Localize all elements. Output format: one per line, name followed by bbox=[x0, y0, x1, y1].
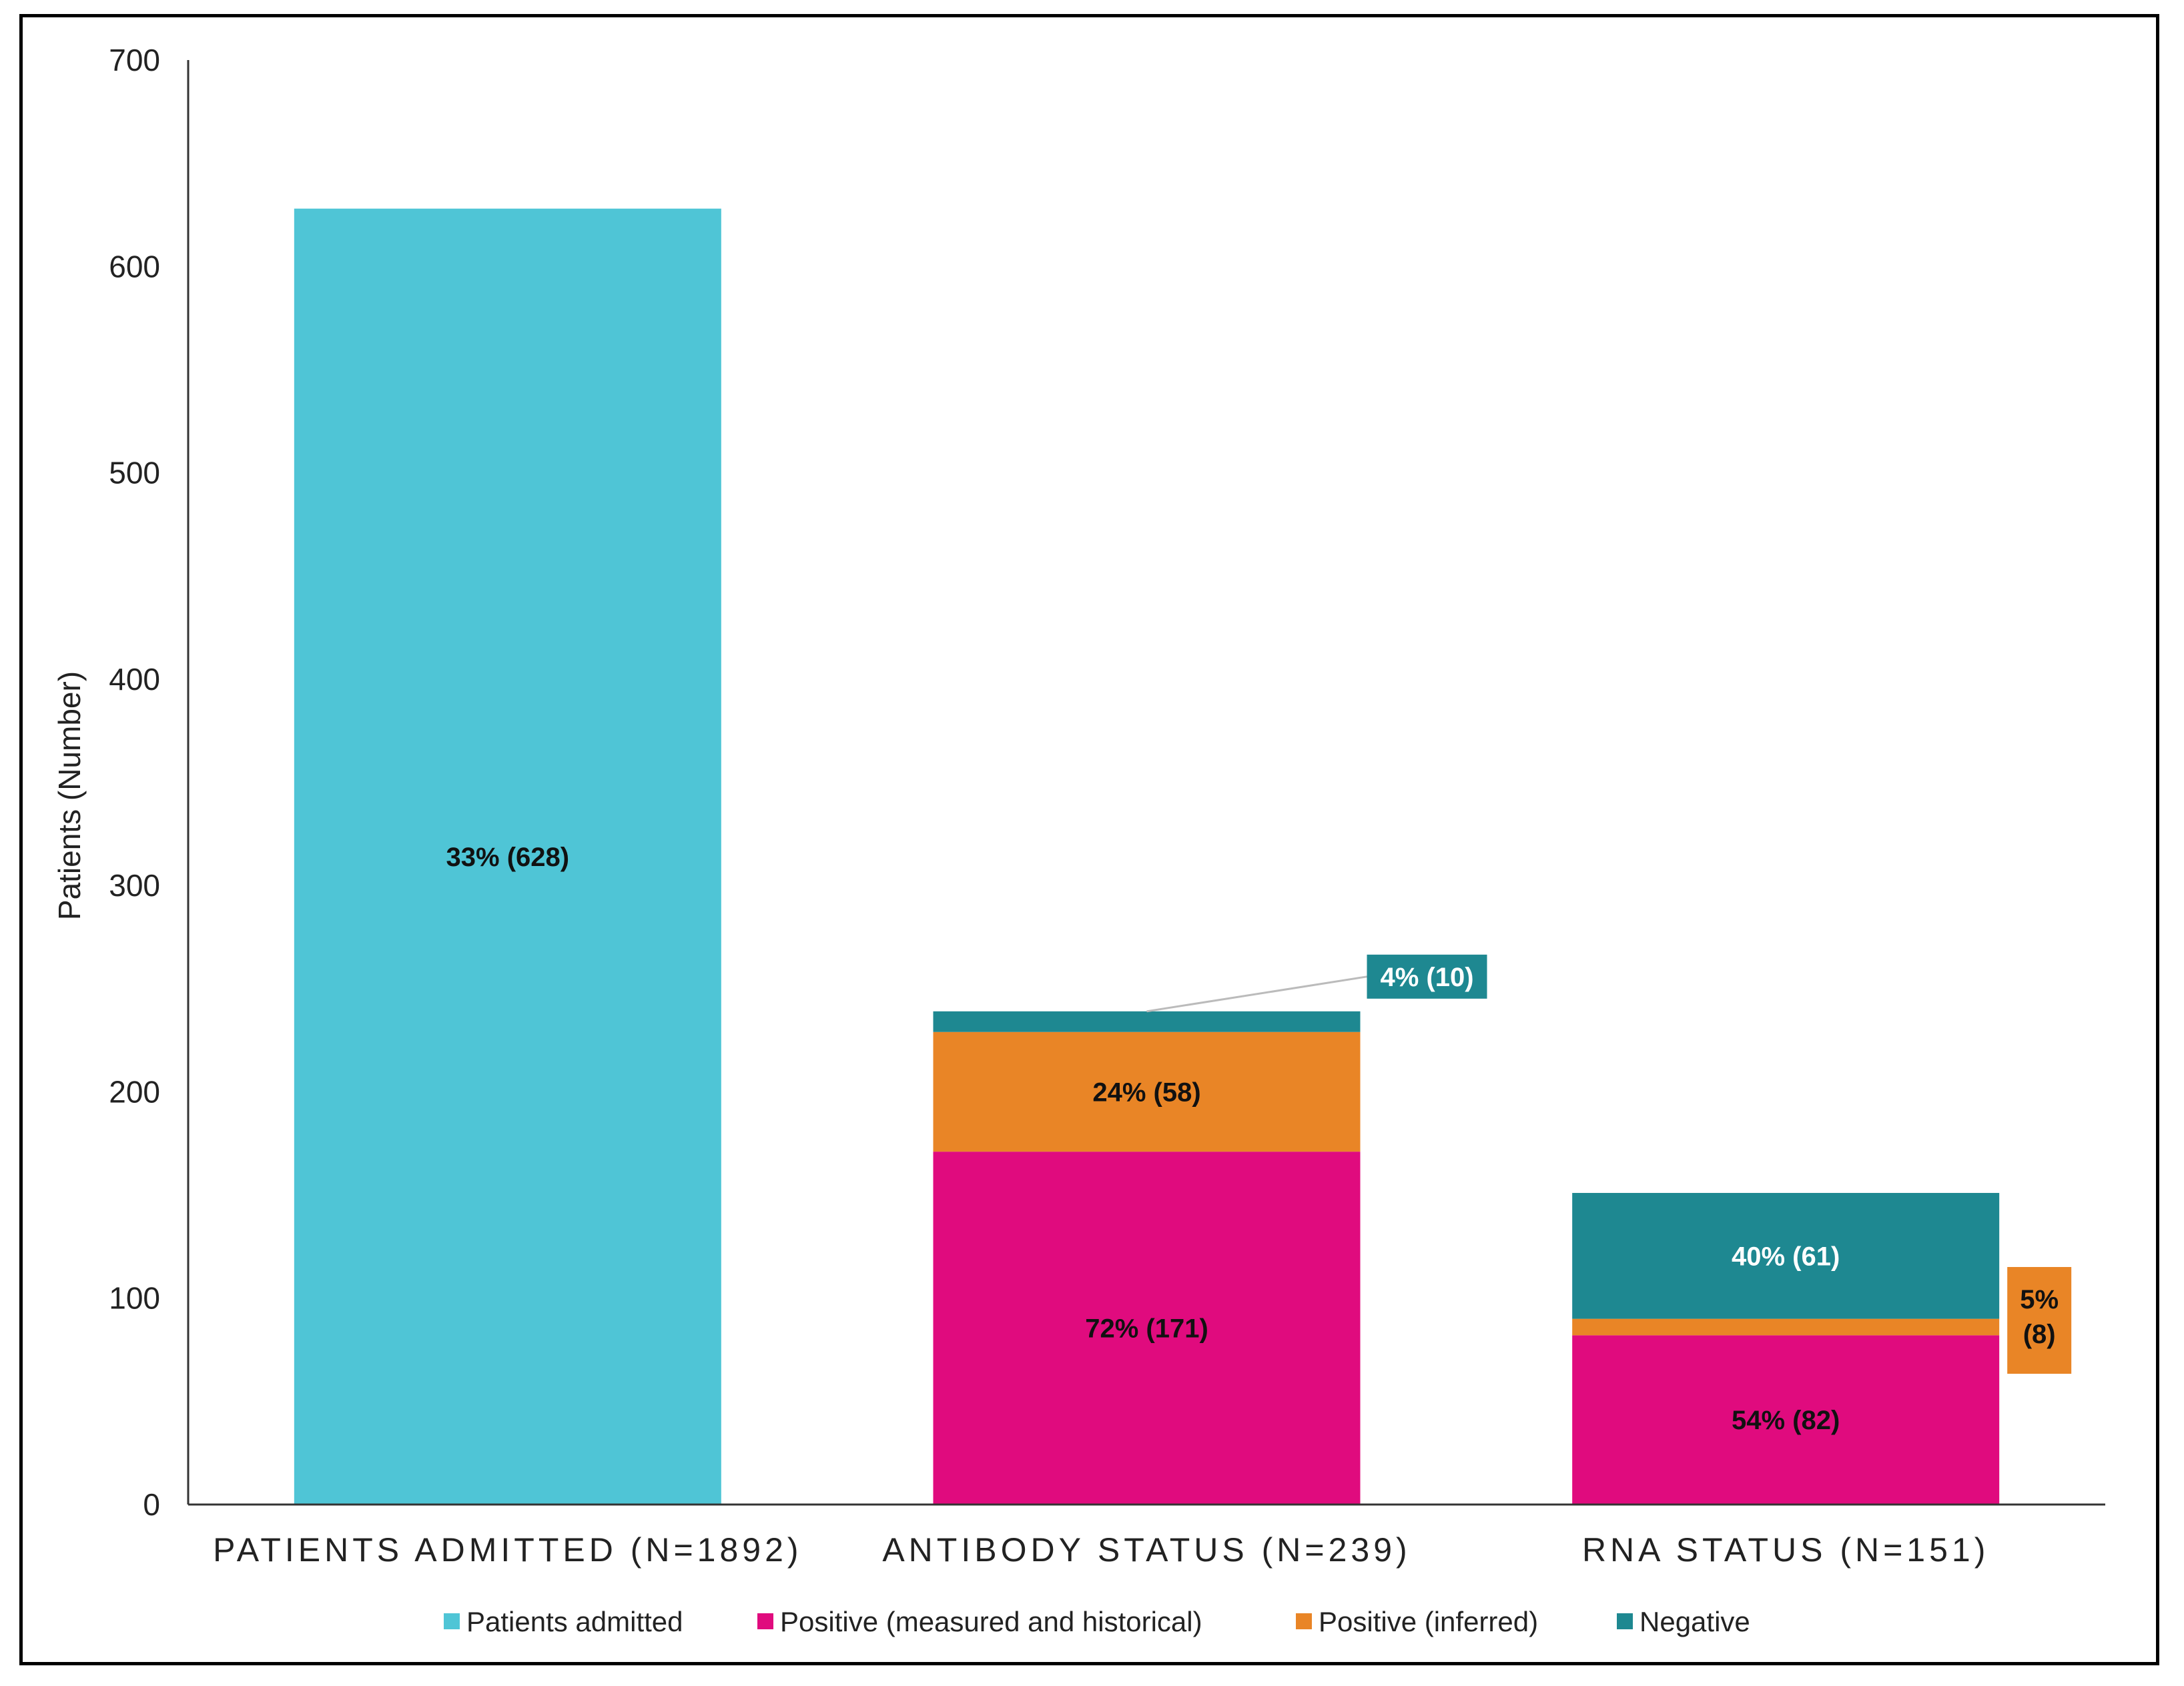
x-axis-category-labels: PATIENTS ADMITTED (N=1892) ANTIBODY STATU… bbox=[213, 1531, 1989, 1569]
y-tick-label: 100 bbox=[109, 1281, 160, 1316]
legend-swatch bbox=[444, 1613, 460, 1629]
callout-box bbox=[2007, 1267, 2072, 1374]
legend-swatch bbox=[1296, 1613, 1312, 1629]
legend-swatch bbox=[757, 1613, 773, 1629]
bar-positive-inferred bbox=[933, 1031, 1361, 1152]
data-label: 4% (10) bbox=[1380, 963, 1473, 992]
legend-label: Patients admitted bbox=[466, 1606, 683, 1637]
callout-leader-line bbox=[1146, 975, 1367, 1013]
y-tick-label: 400 bbox=[109, 662, 160, 697]
data-label-callout: 4% (10) bbox=[1146, 954, 1487, 1013]
legend-item-positive-measured-and-historical: Positive (measured and historical) bbox=[757, 1606, 1202, 1637]
bars bbox=[294, 208, 2000, 1505]
bar-negative bbox=[933, 1011, 1361, 1032]
legend-item-negative: Negative bbox=[1617, 1606, 1750, 1637]
legend-item-positive-inferred: Positive (inferred) bbox=[1296, 1606, 1538, 1637]
bar-positive-measured-and-historical bbox=[1572, 1335, 2000, 1505]
data-labels: 33% (628) 72% (171) 24% (58) 4% (10) 54% (82… bbox=[446, 843, 2072, 1435]
data-label: 54% (82) bbox=[1732, 1406, 1840, 1435]
y-tick-label: 600 bbox=[109, 249, 160, 284]
legend: Patients admitted Positive (measured and … bbox=[444, 1606, 1750, 1637]
y-tick-label: 700 bbox=[109, 43, 160, 77]
bar-patients-admitted bbox=[294, 208, 721, 1505]
data-label: 24% (58) bbox=[1092, 1078, 1200, 1107]
y-tick-label: 200 bbox=[109, 1074, 160, 1109]
y-tick-label: 300 bbox=[109, 868, 160, 903]
bar-positive-inferred bbox=[1572, 1318, 2000, 1336]
legend-label: Negative bbox=[1640, 1606, 1750, 1637]
data-label: 72% (171) bbox=[1085, 1314, 1208, 1344]
legend-swatch bbox=[1617, 1613, 1633, 1629]
y-tick-label: 500 bbox=[109, 456, 160, 490]
bar-positive-measured-and-historical bbox=[933, 1152, 1361, 1505]
y-axis-ticks: 0 100 200 300 400 500 600 700 bbox=[109, 43, 160, 1522]
legend-label: Positive (measured and historical) bbox=[780, 1606, 1202, 1637]
callout-box bbox=[1367, 954, 1487, 999]
y-tick-label: 0 bbox=[143, 1487, 160, 1522]
x-category-label: RNA STATUS (N=151) bbox=[1582, 1531, 1989, 1569]
data-label: 5% (8) bbox=[2020, 1285, 2059, 1349]
data-label: 33% (628) bbox=[446, 843, 570, 872]
data-label: 40% (61) bbox=[1732, 1242, 1840, 1271]
x-category-label: PATIENTS ADMITTED (N=1892) bbox=[213, 1531, 802, 1569]
x-category-label: ANTIBODY STATUS (N=239) bbox=[882, 1531, 1411, 1569]
legend-item-patients-admitted: Patients admitted bbox=[444, 1606, 683, 1637]
bar-negative bbox=[1572, 1192, 2000, 1319]
data-label-callout: 5% (8) bbox=[2007, 1267, 2072, 1374]
legend-label: Positive (inferred) bbox=[1319, 1606, 1538, 1637]
y-axis-title: Patients (Number) bbox=[52, 671, 87, 920]
